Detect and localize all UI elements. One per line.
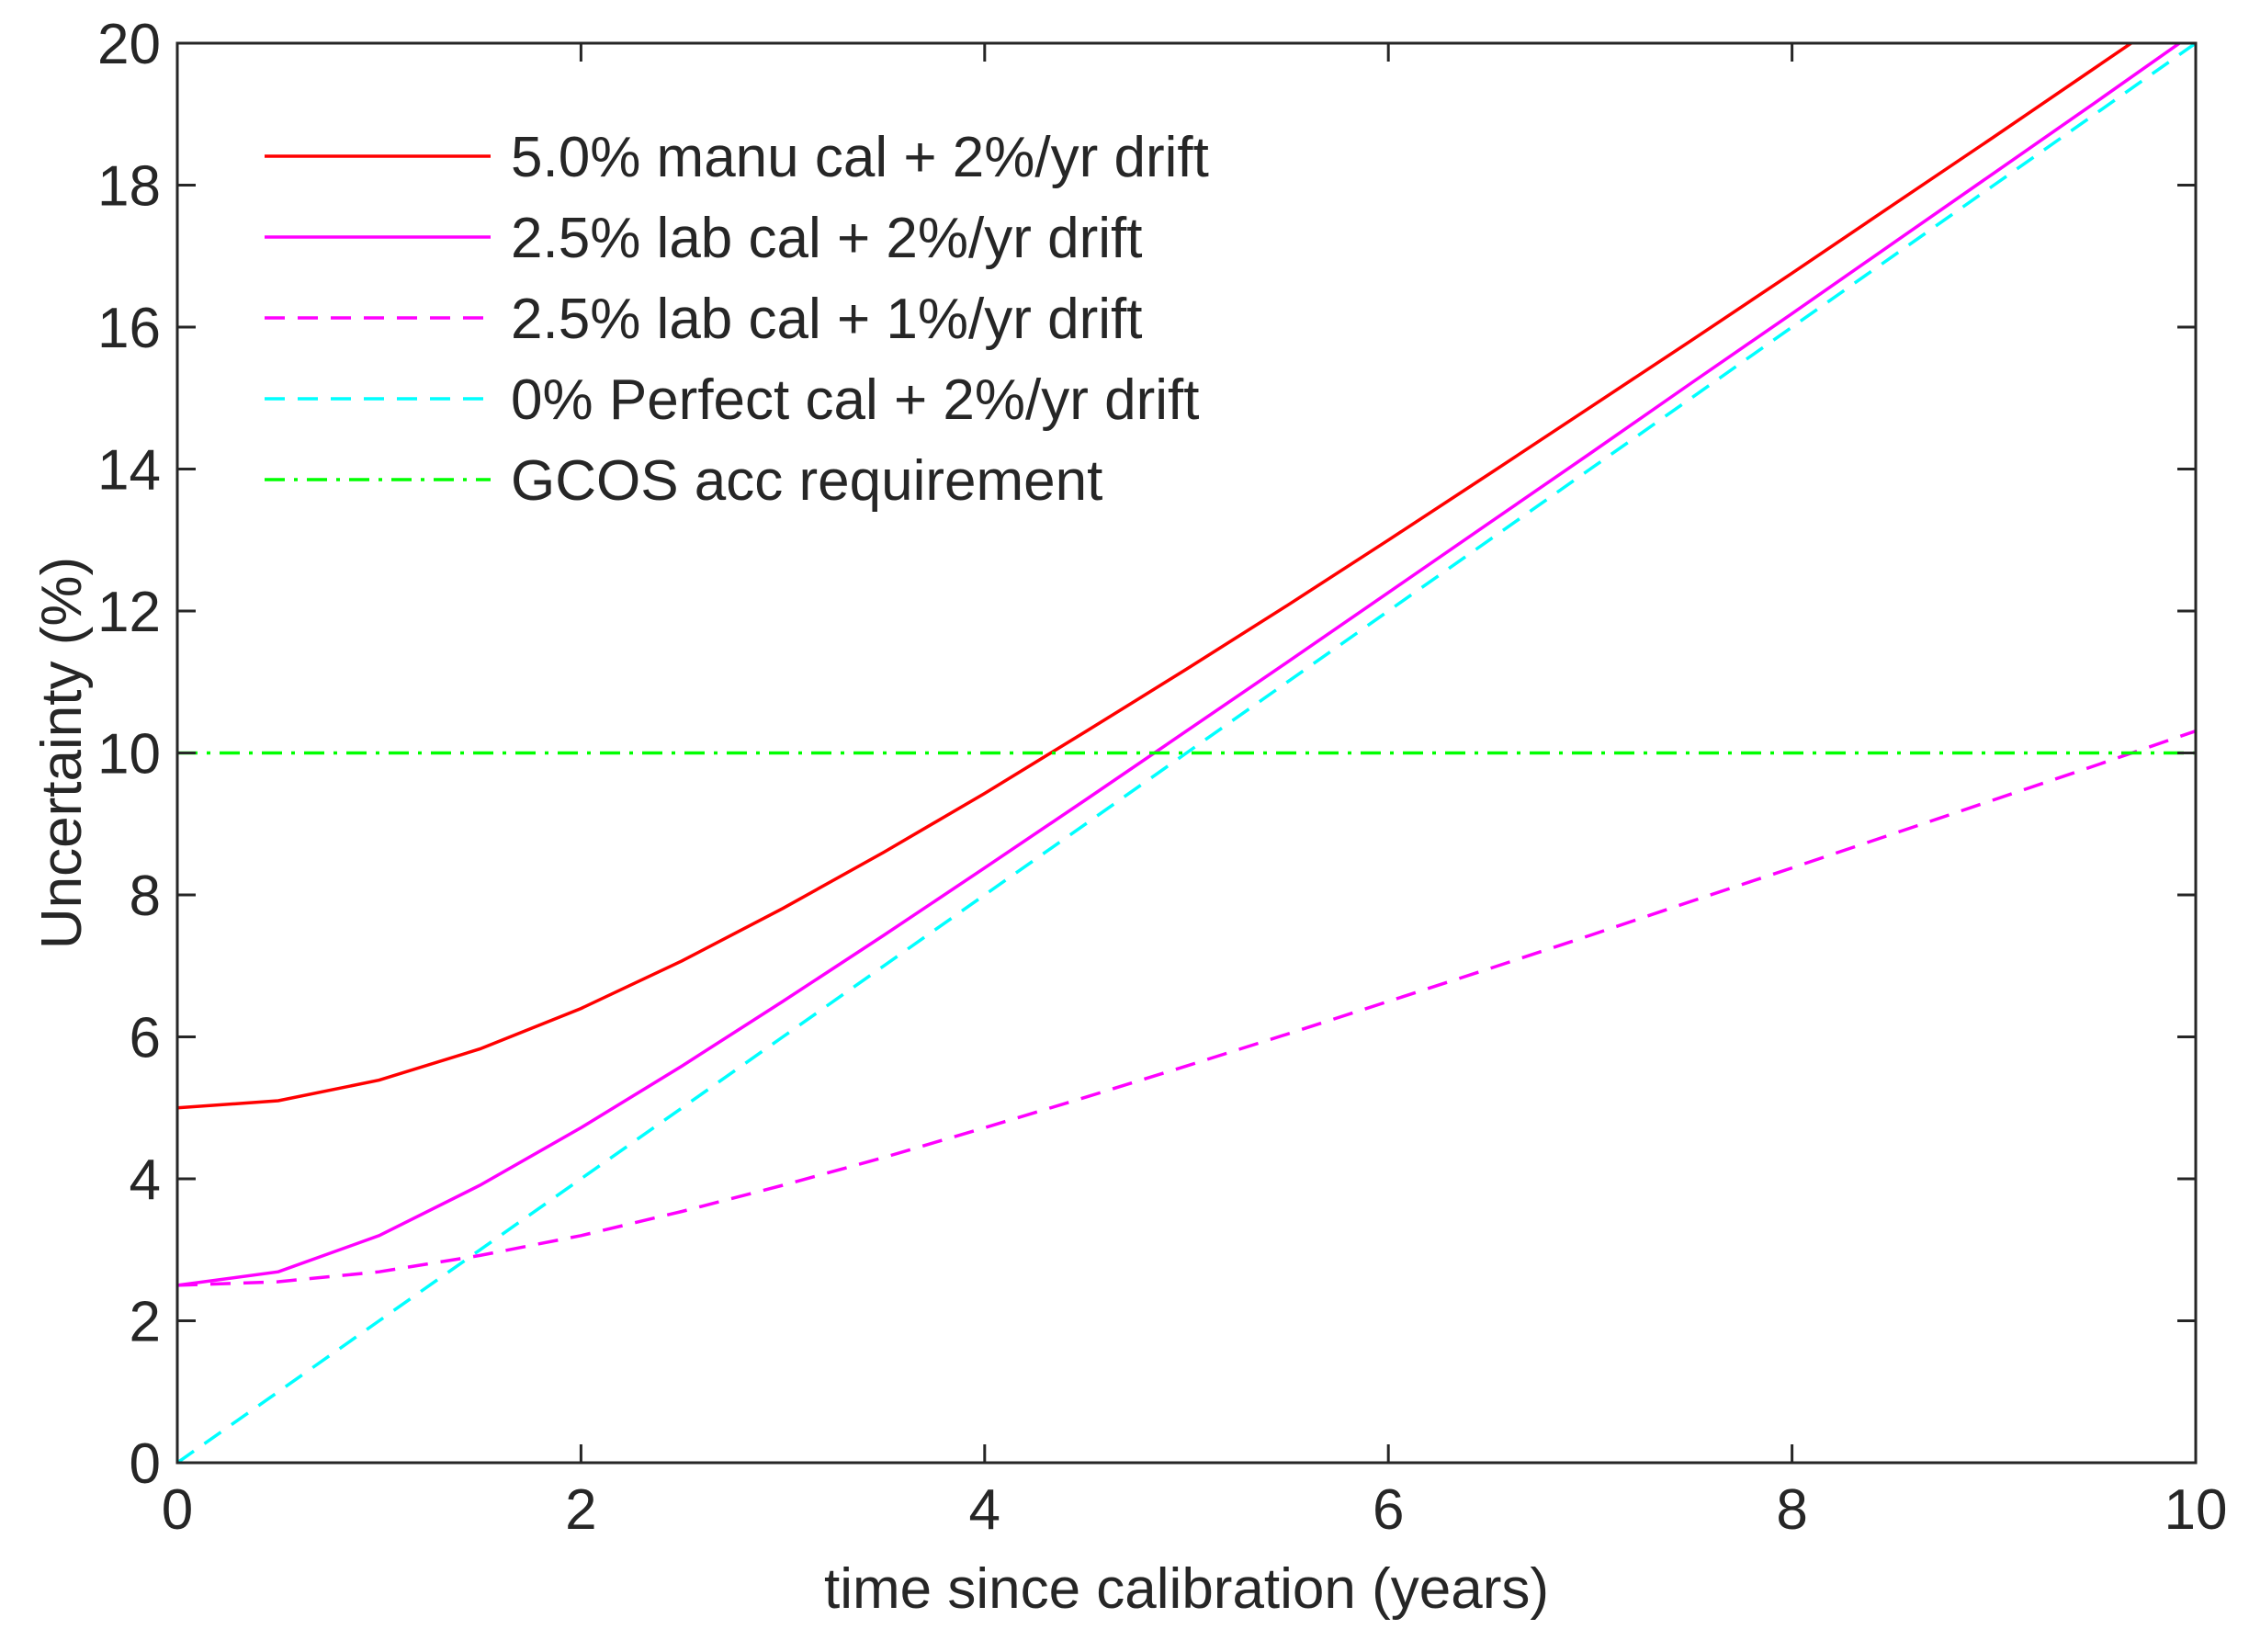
series-line-2	[177, 43, 2183, 1287]
series-line-3	[177, 729, 2196, 1287]
legend-label-2: 2.5% lab cal + 2%/yr drift	[511, 207, 1142, 270]
series-line-4	[177, 43, 2196, 1463]
x-tick-label: 10	[2164, 1478, 2228, 1542]
x-tick-label: 0	[162, 1478, 193, 1542]
y-tick-label: 12	[97, 581, 161, 644]
y-tick-label: 4	[130, 1148, 161, 1212]
legend-label-3: 2.5% lab cal + 1%/yr drift	[511, 288, 1142, 351]
y-tick-label: 14	[97, 439, 161, 503]
legend: 5.0% manu cal + 2%/yr drift 2.5% lab cal …	[265, 126, 1209, 513]
x-tick-label: 4	[969, 1478, 1000, 1542]
legend-label-5: GCOS acc requirement	[511, 449, 1102, 513]
y-tick-label: 20	[97, 13, 161, 76]
y-tick-label: 0	[130, 1432, 161, 1496]
y-tick-label: 18	[97, 155, 161, 219]
y-tick-label: 6	[130, 1007, 161, 1070]
x-tick-label: 8	[1776, 1478, 1807, 1542]
x-axis-label: time since calibration (years)	[824, 1557, 1549, 1621]
y-tick-label: 8	[130, 865, 161, 928]
x-tick-label: 6	[1373, 1478, 1404, 1542]
y-tick-label: 2	[130, 1291, 161, 1354]
y-axis-label: Uncertainty (%)	[30, 557, 94, 949]
y-tick-label: 16	[97, 297, 161, 360]
y-tick-label: 10	[97, 723, 161, 786]
series-layer	[177, 43, 2196, 1463]
series-line-1	[177, 43, 2134, 1110]
x-tick-label: 2	[565, 1478, 596, 1542]
legend-label-4: 0% Perfect cal + 2%/yr drift	[511, 368, 1199, 432]
ticks-layer: 0 2 4 6 8 10 0 2 4 6 8 10 12 14 16 18 20	[97, 13, 2227, 1542]
legend-label-1: 5.0% manu cal + 2%/yr drift	[511, 126, 1209, 189]
